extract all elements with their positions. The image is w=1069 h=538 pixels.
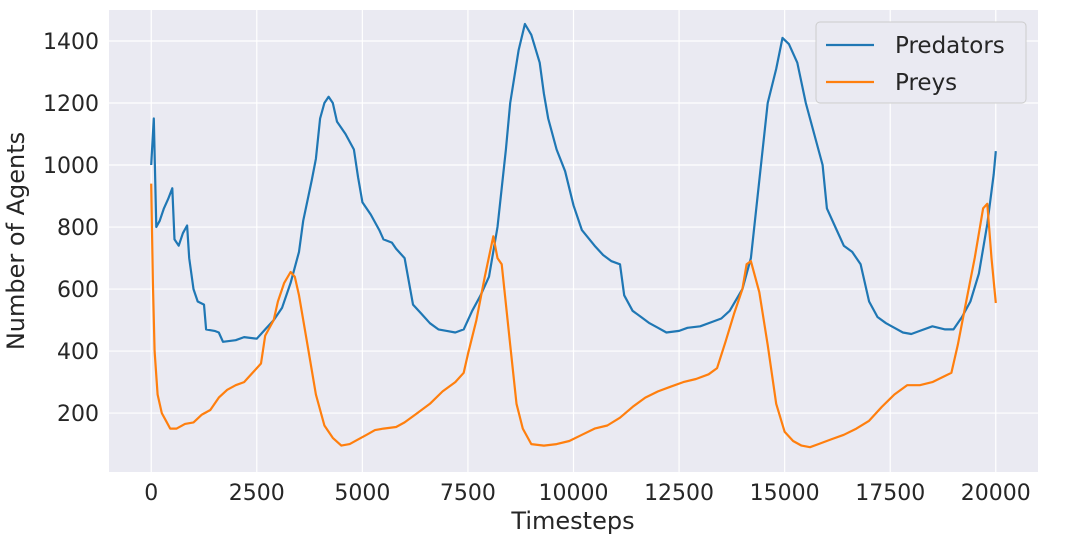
x-tick-label: 0 <box>144 481 158 506</box>
series-lines <box>150 22 997 449</box>
x-tick-label: 15000 <box>750 481 820 506</box>
x-axis-label: Timesteps <box>510 507 634 535</box>
y-axis-label: Number of Agents <box>2 132 30 350</box>
x-tick-label: 12500 <box>644 481 714 506</box>
x-tick-label: 20000 <box>961 481 1031 506</box>
series-line-preys <box>150 183 997 449</box>
x-tick-label: 10000 <box>539 481 609 506</box>
y-tick-label: 600 <box>57 278 99 303</box>
x-tick-label: 2500 <box>229 481 285 506</box>
legend: Predators Preys <box>815 21 1027 104</box>
x-tick-label: 7500 <box>440 481 496 506</box>
y-tick-label: 1000 <box>43 154 99 179</box>
y-tick-label: 400 <box>57 340 99 365</box>
series-line-predators <box>150 22 997 343</box>
x-tick-labels: 0 2500 5000 7500 10000 12500 15000 17500 20000 <box>144 481 1031 506</box>
y-tick-label: 200 <box>57 402 99 427</box>
legend-label: Predators <box>895 33 1005 59</box>
legend-label: Preys <box>895 70 957 96</box>
x-tick-label: 17500 <box>855 481 925 506</box>
y-tick-label: 800 <box>57 216 99 241</box>
y-tick-labels: 200 400 600 800 1000 1200 1400 <box>43 30 99 427</box>
x-tick-label: 5000 <box>334 481 390 506</box>
y-tick-label: 1400 <box>43 30 99 55</box>
y-tick-label: 1200 <box>43 92 99 117</box>
